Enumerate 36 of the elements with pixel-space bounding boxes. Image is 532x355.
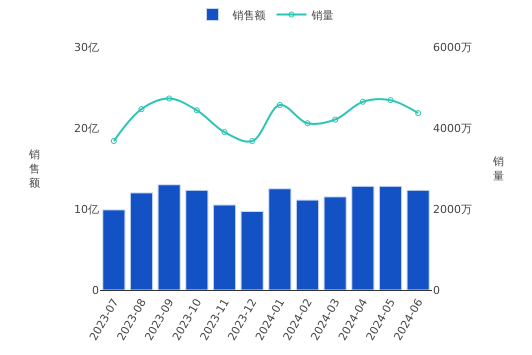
y2-tick-label: 6000万 (433, 41, 472, 54)
point (332, 116, 338, 123)
y-tick-label: 30亿 (74, 41, 99, 54)
bar (158, 184, 181, 290)
y-tick-label: 20亿 (74, 122, 99, 135)
point (249, 138, 256, 144)
y-tick-label: 10亿 (74, 202, 99, 216)
legend-label: 销量 (310, 8, 334, 22)
bar (240, 210, 264, 290)
point (415, 110, 422, 116)
bar (268, 188, 292, 290)
bar (212, 204, 236, 290)
point (388, 97, 394, 104)
legend-label: 销售额 (232, 8, 266, 22)
point (110, 138, 117, 144)
point (166, 96, 172, 102)
y2-tick-label: 0 (433, 284, 440, 297)
bar (185, 190, 208, 290)
bar (378, 186, 402, 290)
bar (102, 209, 126, 290)
y2-axis-title: 销量 (492, 155, 504, 182)
point (304, 120, 310, 126)
point (222, 129, 228, 136)
point (194, 107, 200, 114)
point (276, 102, 283, 108)
y-axis-title: 销售额 (28, 148, 40, 190)
bar (324, 196, 347, 290)
y2-tick-label: 2000万 (433, 202, 472, 216)
bar (351, 186, 374, 290)
y2-tick-label: 4000万 (433, 122, 472, 135)
bar (296, 200, 320, 290)
point (138, 106, 144, 112)
bar (130, 192, 154, 290)
y-tick-label: 0 (92, 284, 99, 297)
point (360, 98, 366, 105)
bar (406, 190, 430, 290)
